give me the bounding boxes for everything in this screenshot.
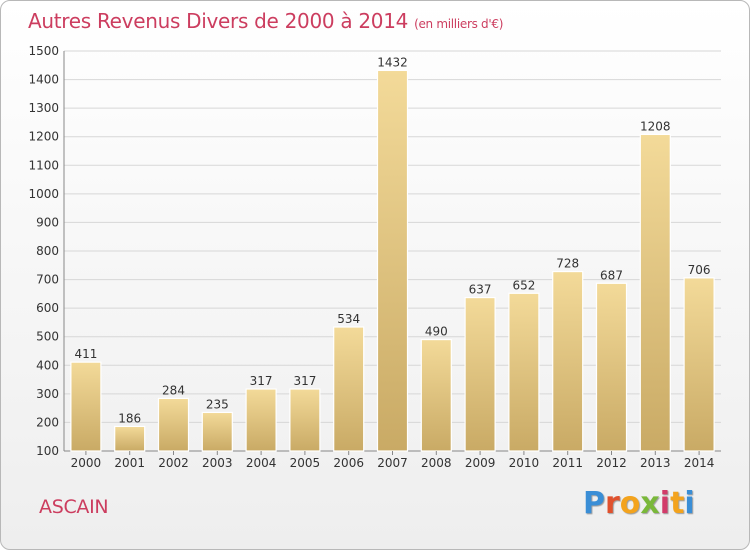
y-tick-label: 1400 — [28, 73, 59, 87]
bar-2004 — [245, 388, 277, 452]
data-label-2013: 1208 — [640, 119, 671, 133]
y-tick-label: 500 — [36, 330, 59, 344]
town-name: ASCAIN — [39, 496, 109, 518]
x-tick-label-2011: 2011 — [552, 456, 583, 470]
data-label-2001: 186 — [118, 411, 141, 425]
y-tick-label: 1200 — [28, 130, 59, 144]
x-tick-label-2009: 2009 — [465, 456, 496, 470]
y-tick-label: 1300 — [28, 101, 59, 115]
bar-2007 — [376, 69, 409, 452]
bar-2002 — [157, 397, 190, 452]
bars — [70, 69, 715, 452]
x-tick-label-2001: 2001 — [114, 456, 145, 470]
y-tick-label: 100 — [36, 444, 59, 458]
data-label-2012: 687 — [600, 268, 623, 282]
x-tick-label-2010: 2010 — [509, 456, 540, 470]
x-tick-label-2003: 2003 — [202, 456, 233, 470]
y-tick-label: 600 — [36, 301, 59, 315]
bar-2009 — [464, 296, 496, 452]
data-label-2005: 317 — [293, 374, 316, 388]
y-tick-label: 200 — [36, 415, 59, 429]
data-label-2003: 235 — [206, 397, 229, 411]
data-label-2002: 284 — [162, 383, 185, 397]
y-tick-label: 1500 — [28, 44, 59, 58]
y-tick-label: 300 — [36, 387, 59, 401]
bar-2008 — [420, 338, 452, 452]
x-tick-label-2013: 2013 — [640, 456, 671, 470]
x-tick-label-2004: 2004 — [246, 456, 277, 470]
x-tick-label-2006: 2006 — [333, 456, 364, 470]
data-labels: 411 186 284 235 317 317 534 1432 490 637 652 728 687… — [74, 55, 710, 425]
x-tick-label-2000: 2000 — [71, 456, 102, 470]
y-tick-label: 1100 — [28, 158, 59, 172]
x-tick-labels: 2000 2001 2002 2003 2004 2005 2006 2007 2008 2009… — [71, 451, 715, 470]
bar-2000 — [70, 361, 102, 452]
bar-2006 — [333, 326, 365, 452]
chart-subtitle: (en milliers d'€) — [414, 17, 504, 31]
x-tick-label-2008: 2008 — [421, 456, 452, 470]
bar-2001 — [114, 425, 146, 452]
bar-2003 — [201, 411, 233, 452]
y-tick-labels: 100 200 300 400 500 600 700 800 900 1000 1100 1200 1… — [28, 44, 59, 458]
y-tick-label: 400 — [36, 358, 59, 372]
chart-title: Autres Revenus Divers de 2000 à 2014 (en … — [28, 9, 503, 33]
y-tick-label: 700 — [36, 273, 59, 287]
data-label-2014: 706 — [688, 263, 711, 277]
bar-2012 — [595, 282, 628, 452]
y-tick-label: 1000 — [28, 187, 59, 201]
data-label-2007: 1432 — [377, 55, 408, 69]
bar-2010 — [508, 292, 540, 452]
x-tick-label-2005: 2005 — [290, 456, 321, 470]
data-label-2008: 490 — [425, 325, 448, 339]
x-tick-label-2007: 2007 — [377, 456, 408, 470]
chart-title-text: Autres Revenus Divers de 2000 à 2014 — [28, 9, 409, 33]
data-label-2010: 652 — [512, 278, 535, 292]
bar-2014 — [683, 277, 715, 452]
y-tick-label: 900 — [36, 215, 59, 229]
data-label-2000: 411 — [74, 347, 97, 361]
data-label-2004: 317 — [250, 374, 273, 388]
bar-2005 — [289, 388, 321, 452]
bar-2011 — [552, 270, 584, 452]
x-tick-label-2014: 2014 — [684, 456, 715, 470]
bar-2013 — [639, 133, 671, 452]
proxiti-logo[interactable]: Proxiti — [583, 486, 695, 521]
data-label-2009: 637 — [469, 283, 492, 297]
x-tick-label-2002: 2002 — [158, 456, 189, 470]
x-tick-label-2012: 2012 — [596, 456, 627, 470]
data-label-2011: 728 — [556, 257, 579, 271]
data-label-2006: 534 — [337, 312, 360, 326]
y-tick-label: 800 — [36, 244, 59, 258]
